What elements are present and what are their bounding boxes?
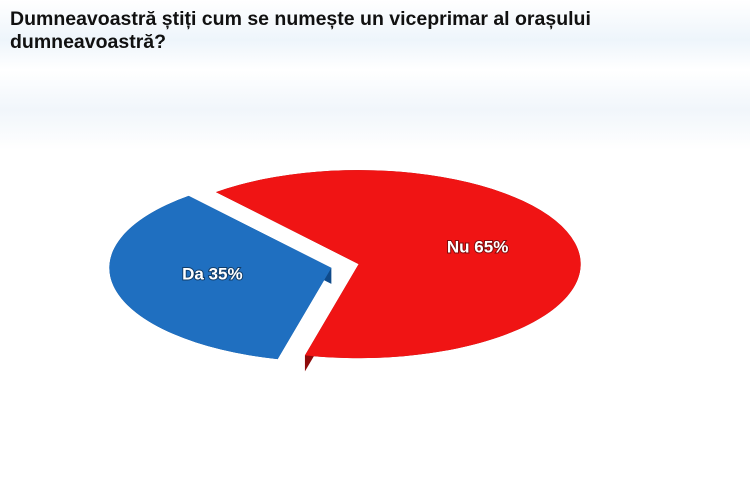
data-label: Da 35% [182, 265, 243, 284]
data-label: Nu 65% [447, 238, 508, 257]
category-label: Da [182, 265, 204, 284]
slice [109, 195, 332, 360]
value-label: 65% [474, 238, 508, 257]
value-label: 35% [209, 265, 243, 284]
category-label: Nu [447, 238, 470, 257]
slice [215, 170, 581, 359]
chart-title: Dumneavoastră știți cum se numește un vi… [10, 8, 591, 53]
